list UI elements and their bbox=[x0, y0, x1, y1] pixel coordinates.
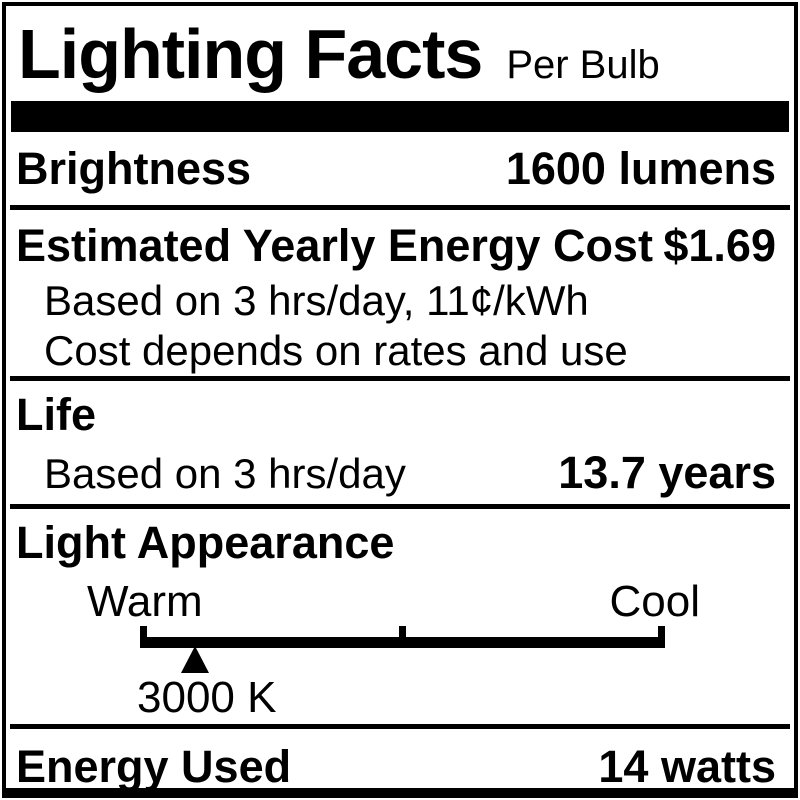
kelvin-marker-triangle-icon bbox=[181, 646, 210, 673]
energy-used-row: Energy Used 14 watts bbox=[6, 741, 794, 792]
label-title: Lighting Facts bbox=[18, 15, 483, 93]
scale-bar bbox=[140, 637, 665, 648]
label-subtitle: Per Bulb bbox=[506, 43, 660, 87]
header-separator-bar bbox=[11, 101, 789, 132]
life-section-title: Life bbox=[16, 389, 97, 440]
energy-cost-disclaimer-note: Cost depends on rates and use bbox=[44, 327, 628, 374]
energy-used-value: 14 watts bbox=[598, 741, 776, 792]
life-basis-note: Based on 3 hrs/day bbox=[44, 450, 406, 497]
brightness-row: Brightness 1600 lumens bbox=[6, 145, 794, 193]
kelvin-value: 3000 K bbox=[137, 673, 277, 722]
energy-cost-row: Estimated Yearly Energy Cost $1.69 bbox=[6, 223, 794, 269]
cool-label: Cool bbox=[609, 577, 701, 626]
light-appearance-section-title: Light Appearance bbox=[16, 517, 395, 568]
light-appearance-scale-labels: Warm Cool bbox=[6, 577, 794, 626]
section-divider bbox=[10, 504, 790, 509]
warm-label: Warm bbox=[87, 577, 203, 626]
light-appearance-scale bbox=[140, 626, 665, 673]
brightness-label: Brightness bbox=[16, 143, 252, 194]
section-divider bbox=[10, 376, 790, 381]
section-divider bbox=[10, 724, 790, 729]
energy-cost-value: $1.69 bbox=[663, 220, 776, 271]
life-row: Based on 3 hrs/day 13.7 years bbox=[6, 449, 794, 497]
life-value: 13.7 years bbox=[558, 447, 776, 498]
energy-used-label: Energy Used bbox=[16, 741, 292, 792]
section-divider bbox=[10, 205, 790, 210]
label-header: Lighting Facts Per Bulb bbox=[6, 6, 794, 101]
energy-cost-label: Estimated Yearly Energy Cost bbox=[16, 220, 653, 271]
brightness-value: 1600 lumens bbox=[505, 143, 776, 194]
energy-cost-basis-note: Based on 3 hrs/day, 11¢/kWh bbox=[44, 277, 589, 324]
scale-middle-tick bbox=[398, 626, 406, 640]
